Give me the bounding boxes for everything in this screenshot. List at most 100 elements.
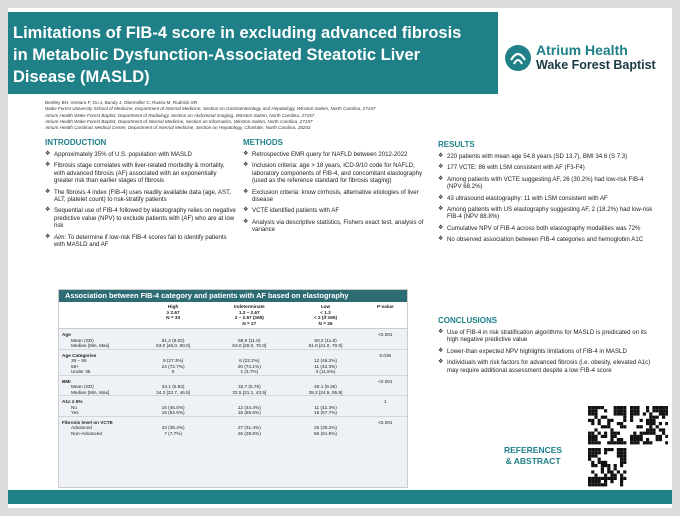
qr-module: [623, 425, 627, 429]
qr-module: [636, 438, 640, 442]
qr-module: [662, 406, 666, 410]
qr-module: [649, 431, 653, 435]
section-heading: RESULTS: [438, 140, 475, 149]
qr-module: [607, 476, 611, 480]
column-header: P-value: [363, 302, 407, 329]
cell: 33 (38.4%): [161, 425, 185, 430]
qr-module: [649, 415, 653, 419]
qr-module: [623, 457, 627, 461]
column-header-line: Low: [320, 304, 331, 309]
qr-module: [623, 406, 627, 410]
qr-module: [646, 406, 650, 410]
qr-module: [662, 412, 666, 416]
section-heading: CONCLUSIONS: [438, 316, 498, 325]
qr-module: [649, 441, 653, 445]
qr-module: [658, 409, 662, 413]
row-label: Non-Advanced: [71, 430, 103, 436]
qr-module: [639, 438, 643, 442]
qr-module: [620, 409, 624, 413]
data-row: Under 35 0 1 (3.7%) 3 (11.5%): [59, 369, 407, 375]
qr-module: [597, 451, 601, 455]
qr-module: [600, 483, 604, 487]
qr-module: [588, 434, 592, 438]
qr-module: [620, 412, 624, 416]
qr-module: [630, 412, 634, 416]
qr-module: [588, 406, 592, 410]
qr-module: [649, 412, 653, 416]
qr-module: [616, 406, 620, 410]
qr-module: [588, 412, 592, 416]
empty-cell: [287, 348, 364, 358]
table: Association between FIB-4 category and p…: [58, 289, 408, 488]
qr-module: [604, 431, 608, 435]
qr-module: [588, 418, 592, 422]
qr-module: [623, 441, 627, 445]
qr-module: [620, 441, 624, 445]
qr-module: [642, 441, 646, 445]
qr-module: [594, 415, 598, 419]
qr-module: [655, 438, 659, 442]
qr-module: [594, 409, 598, 413]
qr-module: [620, 425, 624, 429]
qr-module: [591, 441, 595, 445]
cell: 1 (3.7%): [240, 369, 259, 374]
qr-module: [597, 460, 601, 464]
qr-module: [600, 415, 604, 419]
bullet: Approximately 35% of U.S. population wit…: [45, 151, 237, 159]
header: Limitations of FIB-4 score in excluding …: [8, 12, 498, 94]
qr-module: [591, 451, 595, 455]
empty-cell: [287, 415, 364, 425]
bullet-list: Retrospective EMR query for NAFLD betwee…: [243, 151, 433, 234]
qr-module: [604, 473, 608, 477]
qr-module: [630, 415, 634, 419]
p-value: <0.001: [363, 374, 407, 396]
qr-module: [600, 425, 604, 429]
group-label: Fibrosis level on VCTE: [59, 415, 135, 425]
cell: 40.1 (9.26): [314, 384, 337, 389]
qr-module: [620, 460, 624, 464]
author-line: Wake Forest University School of Medicin…: [45, 106, 376, 112]
qr-module: [665, 441, 668, 445]
column-header: Indeterminate 1.3 – 2.67 2 – 2.67 (≥65) N =…: [211, 302, 288, 329]
bullet-list: Approximately 35% of U.S. population wit…: [45, 151, 237, 248]
group-label: Age: [59, 328, 135, 338]
title-line: in Metabolic Dysfunction-Associated Stea…: [13, 46, 421, 64]
column-header-line: N = 26: [318, 320, 333, 326]
qr-module: [616, 454, 620, 458]
qr-module: [600, 476, 604, 480]
qr-module: [616, 412, 620, 416]
qr-module: [630, 418, 634, 422]
column-header-line: < 1.3: [320, 309, 331, 315]
qr-module: [597, 441, 601, 445]
group-row: BMI <0.001: [59, 374, 407, 396]
column-header-line: N = 33: [166, 315, 181, 320]
qr-module: [607, 470, 611, 474]
qr-module: [604, 448, 608, 452]
data-row: 55+ 24 (72.7%) 20 (74.1%) 11 (42.3%): [59, 364, 407, 370]
qr-module: [665, 422, 668, 426]
p-value: <0.001: [363, 415, 407, 436]
references-line: REFERENCES: [504, 445, 563, 455]
qr-module: [604, 451, 608, 455]
bullet-list: 220 patients with mean age 54.8 years (S…: [438, 153, 658, 244]
column-header-line: 2 – 2.67 (≥65): [234, 315, 264, 320]
qr-module: [594, 483, 598, 487]
data-row: Mean (SD) 34.1 (5.83) 32.7 (5.76) 40.1 (9.2…: [59, 384, 407, 390]
qr-module: [620, 457, 624, 461]
bullet: The fibrosis 4 index (FIB-4) uses readil…: [45, 189, 237, 204]
qr-module: [613, 464, 617, 468]
author-line: Atrium Health Wake Forest Baptist, Depar…: [45, 118, 313, 124]
bullet: Use of FIB-4 in risk stratification algo…: [438, 329, 653, 344]
results: RESULTS 220 patients with mean age 54.8 y…: [438, 140, 658, 248]
data-row: Non-Advanced 7 (7.7%) 26 (28.6%) 56 (61.5%): [59, 431, 407, 437]
column-header-line: < 2 (if ≥65): [313, 315, 338, 320]
qr-module: [610, 470, 614, 474]
qr-module: [594, 476, 598, 480]
author-line: Atrium Health Wake Forest Baptist, Depar…: [45, 112, 315, 118]
poster: Limitations of FIB-4 score in excluding …: [8, 8, 672, 508]
qr-module: [610, 418, 614, 422]
cell: 20 (74.1%): [237, 363, 261, 369]
qr-module: [636, 441, 640, 445]
cell: 61.2 (9.02): [161, 337, 185, 343]
qr-module: [604, 409, 608, 413]
